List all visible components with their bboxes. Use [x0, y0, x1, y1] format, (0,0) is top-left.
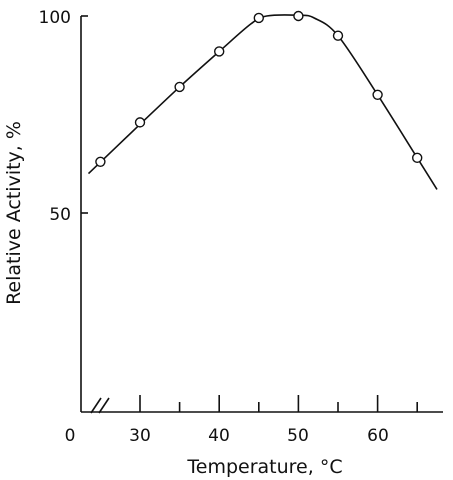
x-tick-label-0: 0: [65, 426, 76, 446]
data-point-35: [174, 81, 185, 93]
x-tick-label-30: 30: [129, 426, 151, 446]
data-point-50: [293, 10, 304, 22]
data-point-40: [213, 46, 225, 57]
data-point-65: [412, 152, 423, 164]
y-axis-title: Relative Activity, %: [3, 121, 25, 305]
x-axis-title: Temperature, °C: [186, 456, 342, 478]
data-point-30: [134, 117, 146, 128]
points-layer: [95, 10, 423, 167]
ticks: [81, 15, 419, 412]
data-point-25: [95, 156, 106, 167]
data-point-45: [253, 12, 264, 24]
y-tick-label-50: 50: [49, 205, 71, 225]
data-point-60: [372, 89, 383, 101]
x-tick-label-60: 60: [367, 426, 389, 446]
x-tick-label-50: 50: [287, 426, 309, 446]
x-tick-label-40: 40: [208, 426, 230, 446]
curve-layer: [87, 14, 438, 190]
y-tick-label-100: 100: [39, 8, 71, 28]
activity-curve: [87, 14, 438, 190]
axis-break-marks: [90, 397, 110, 414]
data-point-55: [332, 30, 344, 41]
